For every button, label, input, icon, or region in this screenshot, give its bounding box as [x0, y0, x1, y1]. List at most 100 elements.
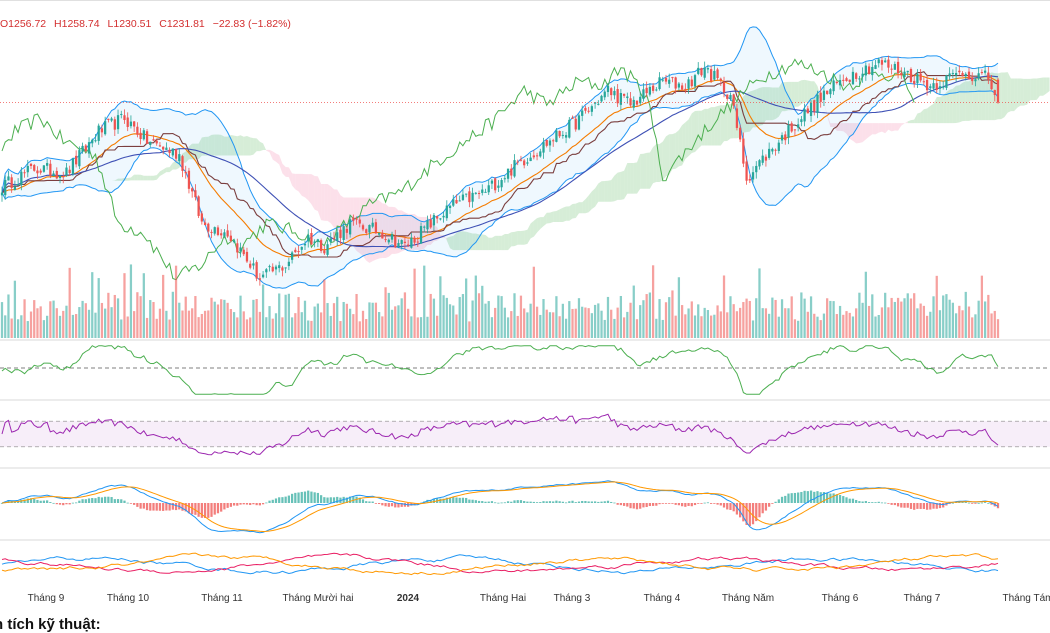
candle-body	[343, 226, 345, 240]
candle-body	[907, 71, 909, 72]
volume-bar	[681, 305, 683, 338]
macd-hist-bar	[165, 503, 167, 510]
cloud-segment	[241, 135, 244, 155]
volume-bar	[968, 307, 970, 338]
volume-bar	[723, 275, 725, 338]
macd-hist-bar	[610, 502, 612, 503]
candle-body	[446, 206, 448, 219]
candle-body	[974, 79, 976, 81]
volume-bar	[104, 309, 106, 338]
candle-body	[642, 89, 644, 99]
volume-bar	[675, 316, 677, 338]
macd-hist-bar	[668, 503, 670, 504]
macd-hist-bar	[465, 498, 467, 503]
macd-hist-bar	[59, 503, 61, 505]
candle-body	[442, 216, 444, 218]
cloud-segment	[263, 143, 266, 150]
volume-bar	[285, 295, 287, 338]
macd-hist-bar	[471, 500, 473, 503]
volume-bar	[897, 298, 899, 338]
cloud-segment	[128, 178, 131, 181]
macd-hist-bar	[646, 503, 648, 507]
cloud-segment	[244, 136, 247, 156]
candle-body	[897, 62, 899, 73]
cloud-segment	[898, 123, 901, 130]
candle-body	[185, 172, 187, 173]
cloud-segment	[292, 173, 295, 189]
candle-body	[610, 88, 612, 95]
candle-body	[749, 179, 751, 181]
macd-hist-bar	[987, 503, 989, 504]
cloud-segment	[676, 130, 679, 169]
candle-body	[849, 80, 851, 82]
candle-body	[433, 215, 435, 225]
macd-hist-bar	[69, 503, 71, 504]
candle-body	[439, 218, 441, 219]
volume-bar	[69, 268, 71, 338]
candle-body	[855, 73, 857, 79]
cloud-segment	[563, 206, 566, 222]
candle-body	[517, 162, 519, 163]
macd-hist-bar	[926, 503, 928, 510]
volume-bar	[774, 300, 776, 338]
macd-hist-bar	[294, 493, 296, 503]
macd-hist-bar	[662, 503, 664, 504]
macd-hist-bar	[513, 500, 515, 503]
candle-body	[423, 227, 425, 228]
volume-bar	[523, 308, 525, 338]
cloud-segment	[876, 123, 879, 134]
candle-body	[787, 125, 789, 138]
cloud-segment	[334, 189, 337, 227]
volume-bar	[520, 296, 522, 338]
candle-body	[994, 90, 996, 95]
candle-body	[697, 68, 699, 74]
macd-hist-bar	[594, 501, 596, 503]
volume-bar	[468, 321, 470, 338]
volume-bar	[301, 312, 303, 338]
macd-hist-bar	[891, 503, 893, 505]
macd-hist-bar	[913, 503, 915, 510]
cloud-segment	[302, 174, 305, 198]
cloud-segment	[653, 144, 656, 183]
candle-body	[816, 95, 818, 113]
volume-bar	[497, 296, 499, 338]
cloud-segment	[608, 180, 611, 202]
macd-hist-bar	[839, 495, 841, 503]
volume-bar	[388, 293, 390, 338]
volume-bar	[123, 273, 125, 338]
x-tick-label: Tháng 4	[644, 593, 681, 604]
macd-hist-bar	[391, 503, 393, 506]
candle-body	[633, 100, 635, 108]
volume-bar	[239, 296, 241, 338]
candle-body	[114, 119, 116, 129]
cloud-segment	[147, 176, 150, 181]
candle-body	[1, 193, 3, 196]
cloud-segment	[170, 163, 173, 172]
candle-body	[378, 233, 380, 235]
volume-bar	[629, 303, 631, 338]
candle-body	[671, 77, 673, 78]
macd-hist-bar	[720, 503, 722, 505]
volume-bar	[394, 306, 396, 338]
volume-bar	[513, 293, 515, 338]
volume-bar	[997, 319, 999, 338]
macd-hist-bar	[272, 500, 274, 503]
macd-hist-bar	[697, 503, 699, 504]
cloud-segment	[131, 175, 134, 181]
candle-body	[194, 190, 196, 197]
candle-body	[30, 164, 32, 166]
volume-bar	[710, 316, 712, 338]
macd-hist-bar	[275, 498, 277, 503]
candle-body	[494, 178, 496, 190]
candle-body	[513, 160, 515, 176]
volume-bar	[455, 315, 457, 338]
volume-bar	[62, 311, 64, 338]
macd-hist-bar	[681, 503, 683, 506]
macd-hist-bar	[36, 500, 38, 503]
candle-body	[391, 234, 393, 240]
macd-hist-bar	[568, 501, 570, 503]
candle-body	[478, 193, 480, 194]
macd-hist-bar	[65, 503, 67, 504]
candle-body	[214, 227, 216, 233]
